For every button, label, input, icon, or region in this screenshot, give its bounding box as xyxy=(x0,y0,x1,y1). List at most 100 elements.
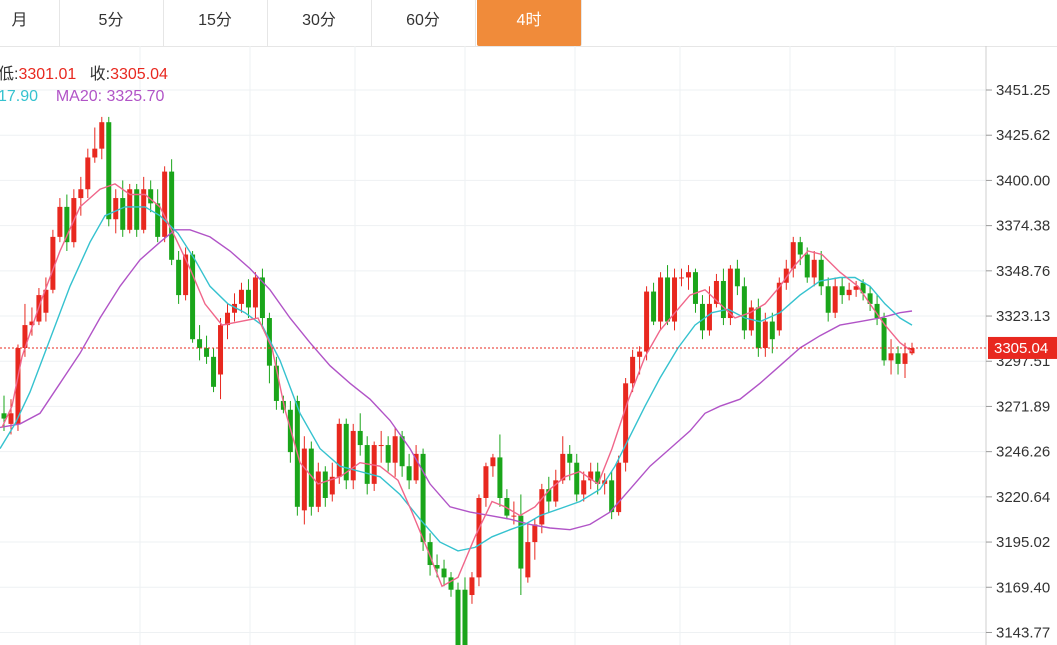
y-tick-label: 3220.64 xyxy=(996,489,1050,506)
candle-body xyxy=(92,148,98,158)
tab-15min[interactable]: 15分 xyxy=(163,0,268,46)
candle-body xyxy=(106,122,112,220)
candle-body xyxy=(699,303,705,331)
candle-body xyxy=(895,353,901,364)
candle-body xyxy=(148,189,154,204)
candle-body xyxy=(476,497,482,578)
candle-body xyxy=(804,254,810,278)
candle-body xyxy=(413,453,419,481)
candle-body xyxy=(832,286,838,313)
candle-body xyxy=(155,203,161,237)
candle-body xyxy=(881,318,887,361)
candle-body xyxy=(867,293,873,304)
candle-body xyxy=(211,356,217,387)
tab-5min[interactable]: 5分 xyxy=(59,0,164,46)
y-tick-label: 3451.25 xyxy=(996,82,1050,99)
candle-body xyxy=(574,462,580,495)
candle-body xyxy=(637,351,643,357)
ma10-line xyxy=(0,206,913,552)
moving-average-lines xyxy=(0,183,913,588)
candle-body xyxy=(790,242,796,269)
candle-body xyxy=(141,189,147,230)
candle-body xyxy=(776,282,782,331)
ma-info-row: 17.90 MA20: 3325.70 xyxy=(0,88,164,106)
candle-body xyxy=(8,413,14,424)
candle-body xyxy=(50,236,56,290)
tab-month[interactable]: 月 xyxy=(0,0,60,46)
y-tick-label: 3323.13 xyxy=(996,308,1050,325)
candle-body xyxy=(252,277,258,308)
candle-body xyxy=(99,122,105,149)
candle-body xyxy=(588,471,594,481)
candle-body xyxy=(616,462,622,513)
candle-body xyxy=(204,348,210,357)
y-tick-label: 3425.62 xyxy=(996,127,1050,144)
candle-body xyxy=(1,413,7,419)
tab-60min[interactable]: 60分 xyxy=(371,0,476,46)
y-tick-label: 3348.76 xyxy=(996,263,1050,280)
low-value: 3301.01 xyxy=(18,66,77,83)
candle-body xyxy=(532,524,538,543)
last-price-marker: 3305.04 xyxy=(0,336,1057,359)
y-tick-label: 3169.40 xyxy=(996,579,1050,596)
candle-body xyxy=(630,356,636,384)
candle-body xyxy=(218,325,224,375)
candle-body xyxy=(902,353,908,364)
candle-body xyxy=(539,489,545,525)
ma20-line xyxy=(0,229,913,531)
candle-body xyxy=(406,466,412,481)
candle-body xyxy=(567,453,573,463)
candle-body xyxy=(623,383,629,463)
candle-body xyxy=(811,259,817,278)
candle-body xyxy=(434,565,440,569)
candle-body xyxy=(225,312,231,326)
candle-body xyxy=(651,291,657,322)
candle-body xyxy=(658,277,664,322)
candle-body xyxy=(672,277,678,322)
candle-body xyxy=(57,206,63,237)
candle-body xyxy=(43,289,49,313)
ma20-value: 3325.70 xyxy=(106,88,165,105)
tab-4hour[interactable]: 4时 xyxy=(477,0,582,46)
candle-body xyxy=(825,286,831,313)
candle-body xyxy=(685,272,691,278)
candle-body xyxy=(839,286,845,296)
candle-body xyxy=(350,430,356,481)
candle-body xyxy=(357,430,363,446)
candle-body xyxy=(734,268,740,287)
candle-body xyxy=(29,321,35,326)
y-tick-label: 3374.38 xyxy=(996,218,1050,235)
candle-body xyxy=(546,489,552,502)
candle-body xyxy=(238,289,244,304)
candle-body xyxy=(22,325,28,349)
candle-body xyxy=(190,254,196,340)
candle-body xyxy=(245,289,251,308)
candle-body xyxy=(455,589,461,645)
candle-body xyxy=(713,280,719,304)
candle-body xyxy=(315,471,321,507)
y-tick-label: 3143.77 xyxy=(996,624,1050,641)
candle-body xyxy=(609,480,615,513)
candle-body xyxy=(469,577,475,596)
candle-body xyxy=(553,480,559,502)
tab-30min[interactable]: 30分 xyxy=(267,0,372,46)
ma10-value: 17.90 xyxy=(0,88,39,105)
candle-body xyxy=(197,339,203,349)
candle-body xyxy=(420,453,426,543)
candle-body xyxy=(727,268,733,319)
y-tick-label: 3271.89 xyxy=(996,398,1050,415)
candle-body xyxy=(497,457,503,498)
ma5-line xyxy=(1,183,913,588)
candles xyxy=(1,116,915,645)
close-label: 收: xyxy=(89,66,111,83)
candle-body xyxy=(176,259,182,296)
candle-body xyxy=(259,277,265,319)
last-price-box xyxy=(988,336,1057,359)
candle-body xyxy=(462,589,468,645)
candle-body xyxy=(392,436,398,463)
grid-lines xyxy=(0,46,986,645)
candle-body xyxy=(741,286,747,331)
y-tick-label: 3195.02 xyxy=(996,534,1050,551)
candle-body xyxy=(322,471,328,498)
